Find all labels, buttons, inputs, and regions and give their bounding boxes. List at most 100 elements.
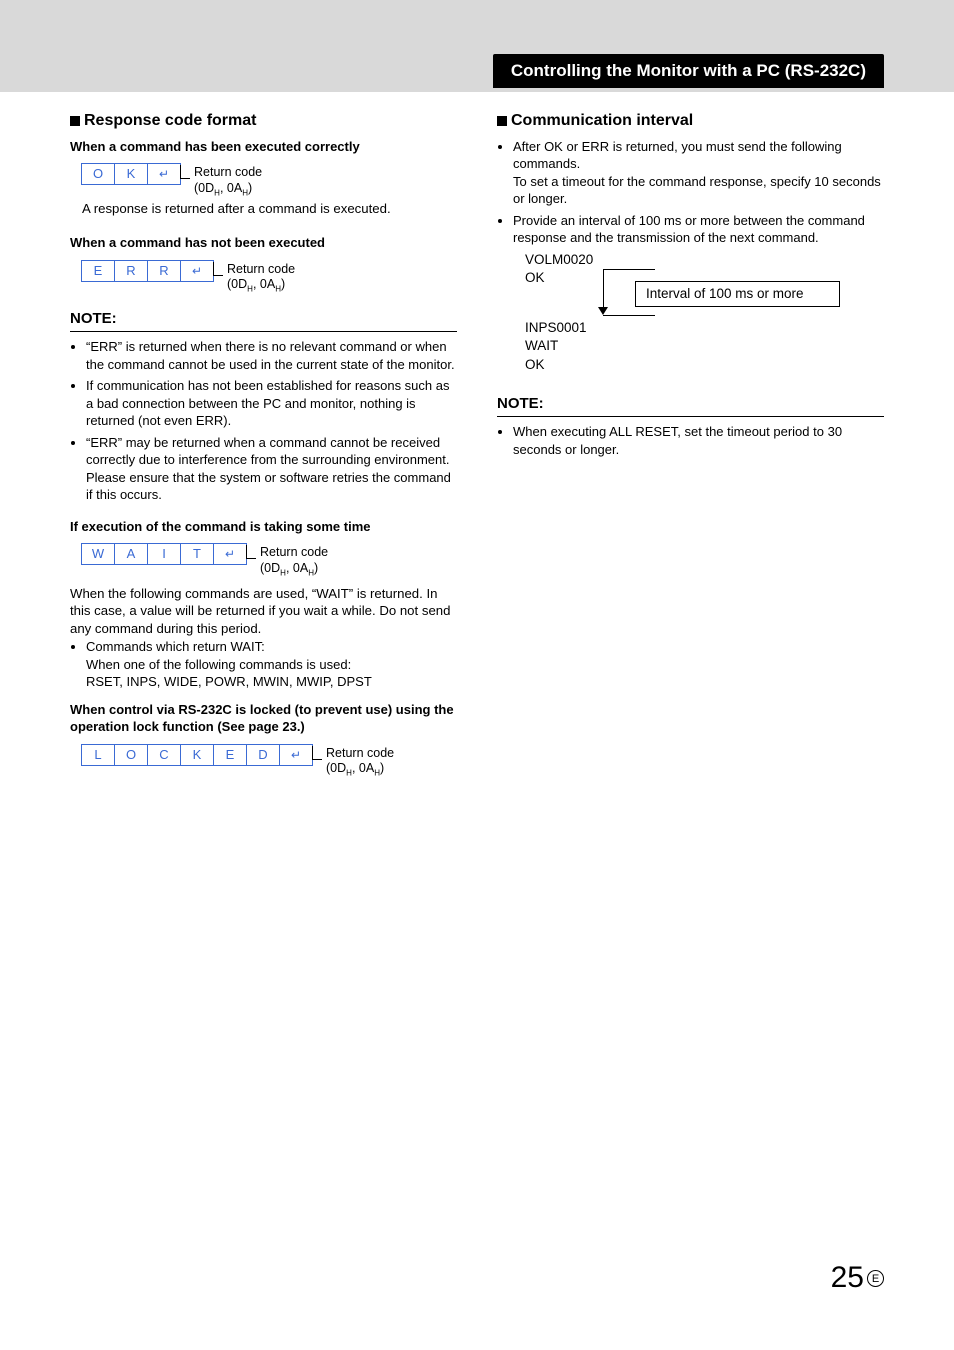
note-item: When executing ALL RESET, set the timeou…: [513, 423, 884, 458]
pointer-line: [312, 746, 322, 760]
section-comm-interval-text: Communication interval: [511, 110, 693, 132]
note-item-text2: Please ensure that the system or softwar…: [86, 469, 457, 504]
page-footer: 25E: [0, 781, 954, 1325]
cell: R: [114, 260, 148, 282]
page-e-badge: E: [867, 1270, 884, 1287]
ret-l1: Return code: [194, 165, 262, 179]
wait-li-text3: RSET, INPS, WIDE, POWR, MWIN, MWIP, DPST: [86, 673, 457, 691]
return-code-label: Return code (0DH, 0AH): [194, 159, 262, 198]
ok-cells-wrap: O K ↵ Return code (0DH, 0AH): [70, 159, 457, 198]
cell: K: [180, 744, 214, 766]
ret-l2e: ): [281, 277, 285, 291]
cell-return: ↵: [147, 163, 181, 185]
sub-not-executed: When a command has not been executed: [70, 234, 457, 252]
ret-l2c: , 0A: [286, 561, 308, 575]
header-band: Controlling the Monitor with a PC (RS-23…: [0, 0, 954, 92]
cell-return: ↵: [279, 744, 313, 766]
interval-diagram: VOLM0020 OK Interval of 100 ms or more I…: [525, 251, 884, 374]
cell: C: [147, 744, 181, 766]
page-body: Response code format When a command has …: [0, 92, 954, 781]
cell: W: [81, 543, 115, 565]
lock-cells-wrap: L O C K E D ↵ Return code (0DH, 0AH): [70, 740, 457, 779]
ret-l2c: , 0A: [220, 181, 242, 195]
ret-l2a: (0D: [194, 181, 214, 195]
page-number: 25: [831, 1261, 864, 1294]
wait-cells-wrap: W A I T ↵ Return code (0DH, 0AH): [70, 539, 457, 578]
cell: L: [81, 744, 115, 766]
note-item-text: “ERR” may be returned when a command can…: [86, 435, 449, 468]
ret-l2e: ): [314, 561, 318, 575]
pointer-line: [213, 262, 223, 276]
note-item: “ERR” may be returned when a command can…: [86, 434, 457, 504]
arrow-head: [598, 307, 608, 315]
ret-l2e: ): [248, 181, 252, 195]
diag-line: VOLM0020: [525, 251, 884, 269]
wait-li-text2: When one of the following commands is us…: [86, 656, 457, 674]
return-code-label: Return code (0DH, 0AH): [326, 740, 394, 779]
sub-locked-b: operation lock function (See page 23.): [70, 719, 305, 734]
cell: E: [213, 744, 247, 766]
note-rule: [497, 416, 884, 417]
interval-item: After OK or ERR is returned, you must se…: [513, 138, 884, 208]
note-heading: NOTE:: [70, 309, 457, 329]
lock-cells: L O C K E D ↵: [82, 744, 313, 766]
hline: [603, 315, 655, 316]
cell: I: [147, 543, 181, 565]
diag-line: INPS0001: [525, 319, 884, 337]
ret-l2a: (0D: [260, 561, 280, 575]
cell: O: [114, 744, 148, 766]
ret-l1: Return code: [227, 262, 295, 276]
interval-item-text: After OK or ERR is returned, you must se…: [513, 139, 842, 172]
note-list-1: “ERR” is returned when there is no relev…: [70, 338, 457, 504]
ok-cells: O K ↵: [82, 163, 181, 185]
ret-l1: Return code: [260, 545, 328, 559]
hline: [603, 269, 655, 270]
cell-return: ↵: [213, 543, 247, 565]
wait-cells: W A I T ↵: [82, 543, 247, 565]
section-response-code-text: Response code format: [84, 110, 256, 132]
return-code-label: Return code (0DH, 0AH): [227, 256, 295, 295]
ret-l2a: (0D: [326, 761, 346, 775]
note-item: “ERR” is returned when there is no relev…: [86, 338, 457, 373]
cell: D: [246, 744, 280, 766]
pointer-line: [180, 165, 190, 179]
note-rule: [70, 331, 457, 332]
ret-l2c: , 0A: [352, 761, 374, 775]
interval-box: Interval of 100 ms or more: [635, 281, 840, 307]
wait-li-text: Commands which return WAIT:: [86, 639, 265, 654]
cell-return: ↵: [180, 260, 214, 282]
ret-l2c: , 0A: [253, 277, 275, 291]
cell: K: [114, 163, 148, 185]
pointer-line: [246, 545, 256, 559]
interval-item-text2: To set a timeout for the command respons…: [513, 173, 884, 208]
interval-item: Provide an interval of 100 ms or more be…: [513, 212, 884, 247]
sub-locked: When control via RS-232C is locked (to p…: [70, 701, 457, 736]
cell: T: [180, 543, 214, 565]
cell: A: [114, 543, 148, 565]
ok-desc: A response is returned after a command i…: [82, 200, 457, 218]
sub-taking-time: If execution of the command is taking so…: [70, 518, 457, 536]
cell: E: [81, 260, 115, 282]
wait-paragraph: When the following commands are used, “W…: [70, 585, 457, 638]
diag-line: OK: [525, 269, 595, 287]
sub-locked-a: When control via RS-232C is locked (to p…: [70, 702, 454, 717]
return-code-label: Return code (0DH, 0AH): [260, 539, 328, 578]
diag-row: OK Interval of 100 ms or more: [525, 269, 884, 319]
right-column: Communication interval After OK or ERR i…: [497, 110, 884, 781]
ret-l2e: ): [380, 761, 384, 775]
ret-l2a: (0D: [227, 277, 247, 291]
section-comm-interval: Communication interval: [497, 110, 884, 132]
page-header-title: Controlling the Monitor with a PC (RS-23…: [493, 54, 884, 88]
left-column: Response code format When a command has …: [70, 110, 457, 781]
cell: O: [81, 163, 115, 185]
note-item: If communication has not been establishe…: [86, 377, 457, 430]
note-heading: NOTE:: [497, 394, 884, 414]
wait-li: Commands which return WAIT: When one of …: [86, 638, 457, 691]
interval-list: After OK or ERR is returned, you must se…: [497, 138, 884, 247]
arrow-line: [603, 269, 604, 309]
diag-line: WAIT: [525, 337, 884, 355]
arrow-icon: [595, 269, 613, 315]
diag-line: OK: [525, 356, 884, 374]
ret-l1: Return code: [326, 746, 394, 760]
err-cells: E R R ↵: [82, 260, 214, 282]
